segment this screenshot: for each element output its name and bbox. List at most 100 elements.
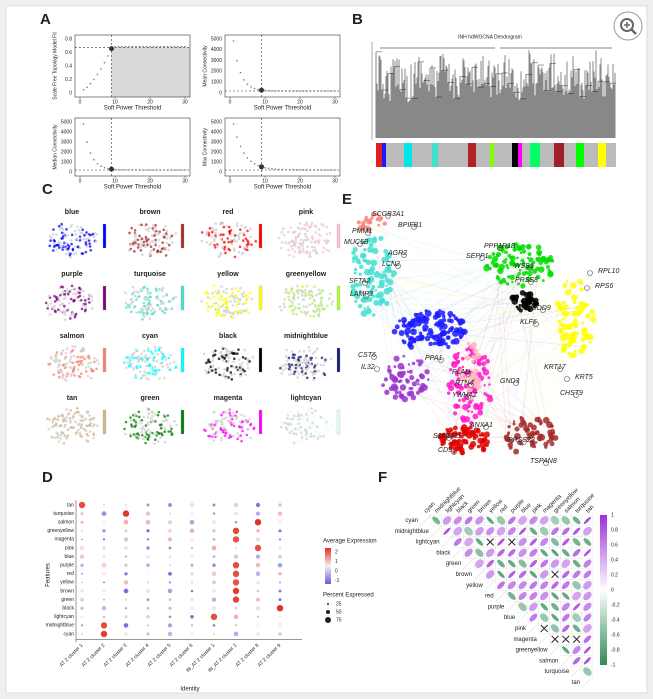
network-node [391,376,399,384]
corr-ellipse [551,592,559,600]
cell-point [81,414,85,418]
cell-point [169,424,172,428]
row-label: midnightblue [395,529,430,535]
point [288,168,291,171]
cell-point [301,438,304,442]
cell-point [53,239,57,243]
diagonal [419,514,431,526]
cell-point [308,414,311,418]
network-node [538,434,546,441]
zoom-button[interactable] [613,11,643,41]
network-node [467,373,475,381]
cell-point [317,238,321,242]
module-bar-segment [468,143,476,167]
network-node [418,373,424,379]
shaded-region [111,47,190,97]
cell-point [88,418,92,422]
cell-point [313,303,317,307]
cell-point [72,299,75,303]
cell-point [155,360,159,363]
cell-point [55,431,58,434]
corr-ellipse [486,516,494,525]
corr-ellipse [539,613,549,622]
cell-point [151,414,154,418]
cell-point [293,427,297,431]
cell-point [331,300,334,303]
cell-point [212,439,216,442]
cell-point [233,239,236,242]
cell-point [92,432,95,436]
network-node [409,374,415,381]
network-node [520,243,526,250]
network-node [389,373,393,377]
gene-label: PRSS23 [508,437,535,444]
corr-ellipse [583,667,592,676]
cell-point [302,298,305,302]
diagonal [581,676,593,688]
cell-point [230,378,234,381]
cell-point [302,350,306,353]
hub-node [528,279,534,285]
cell-point [223,247,226,251]
cell-point [144,441,147,445]
cell-point [314,251,318,254]
cell-point [231,316,235,320]
network-node [513,448,520,455]
point [142,45,144,48]
cell-point [224,251,227,255]
cell-point [325,225,329,229]
cell-point [215,228,218,232]
network-node [368,220,373,225]
cell-point [149,295,152,299]
network-node [540,255,547,262]
cell-point [214,234,217,237]
cell-point [72,426,75,429]
module-bar-segment [476,143,490,167]
network-node [433,323,437,327]
cell-point [135,366,139,370]
cell-point [134,356,138,360]
y-tick-label: 5000 [211,36,222,42]
cell-point [243,414,246,418]
cell-point [221,428,225,432]
cell-point [252,426,256,430]
expression-dot [168,512,172,515]
feature-label: purple [60,563,74,569]
cell-point [218,373,221,377]
cell-point [288,373,291,376]
point [114,45,116,48]
cell-point [230,364,233,368]
cell-point [238,425,241,429]
cell-point [286,359,289,363]
cell-point [84,250,88,254]
cell-point [221,422,224,426]
expression-dot [81,633,83,635]
network-edge [365,259,507,262]
cell-point [81,304,85,307]
cell-point [147,428,150,432]
module-bar-segment [540,143,554,167]
cell-point [321,250,325,254]
cell-point [316,347,319,351]
y-tick-label: 4000 [211,129,222,135]
cell-point [128,363,132,367]
cell-point [69,357,72,361]
cell-point [305,250,309,253]
cell-point [306,418,309,421]
cell-point [136,355,140,358]
network-node [533,299,537,303]
corr-ellipse [507,548,516,557]
cell-point [133,366,136,370]
cell-point [238,366,242,369]
cell-point [237,298,241,302]
cell-point [292,414,296,418]
point [138,45,141,48]
cell-point [229,300,232,303]
cell-point [295,412,299,416]
expression-dot [124,598,128,601]
cell-point [284,367,288,370]
feature-label: midnightblue [46,623,75,629]
cell-point [151,240,155,244]
cell-point [145,364,148,368]
cell-point [210,241,213,245]
